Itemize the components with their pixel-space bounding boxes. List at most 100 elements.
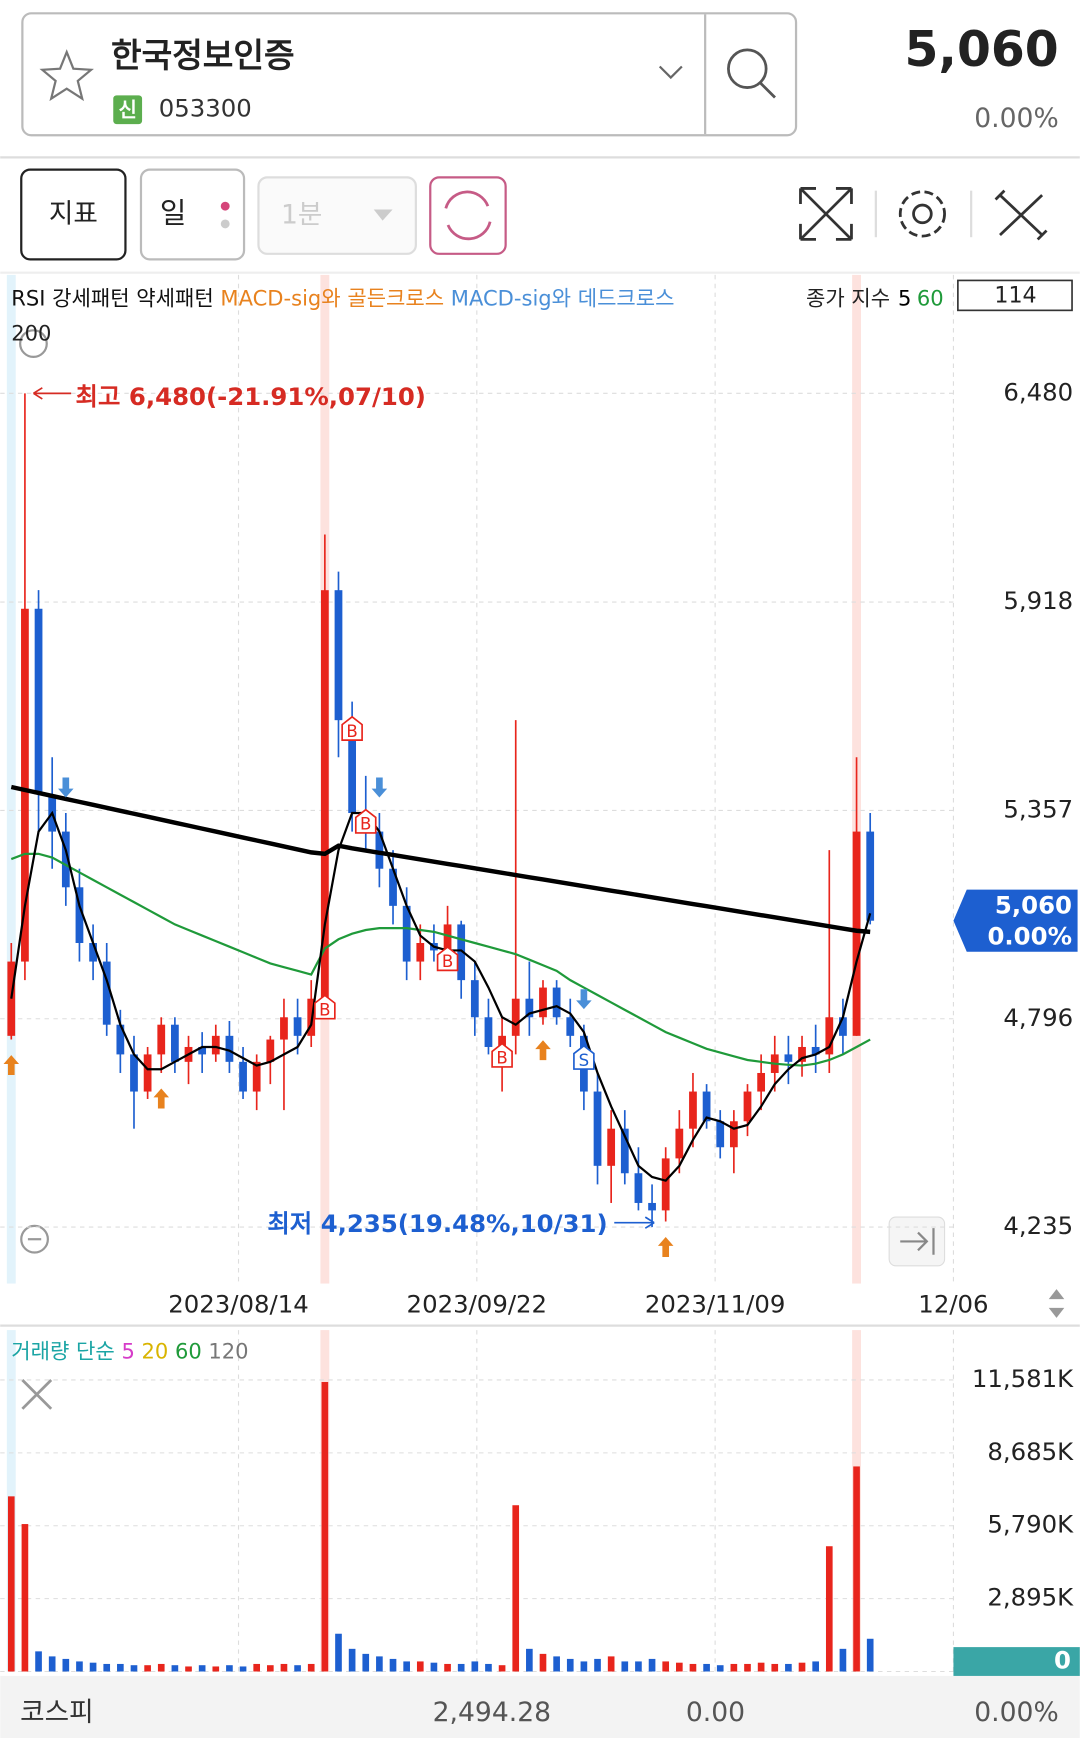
buy-arrow bbox=[535, 1040, 551, 1061]
period-dot bbox=[220, 201, 230, 211]
dropdown-chevron[interactable] bbox=[658, 65, 683, 80]
volume-bar bbox=[430, 1662, 438, 1672]
buy-arrow bbox=[3, 1055, 20, 1076]
volume-bar bbox=[157, 1663, 165, 1672]
signal-label: B bbox=[319, 1000, 330, 1019]
y-tick-label: 6,480 bbox=[1003, 377, 1073, 406]
candle-body bbox=[457, 924, 466, 981]
candle-body bbox=[716, 1121, 725, 1148]
index-change: 0.00 bbox=[686, 1697, 745, 1728]
volume-bar bbox=[226, 1665, 233, 1672]
buy-arrow bbox=[153, 1088, 170, 1109]
candle-body bbox=[484, 1017, 493, 1047]
volume-bar bbox=[635, 1661, 642, 1672]
candle-body bbox=[552, 987, 561, 1018]
volume-bar bbox=[144, 1665, 151, 1672]
candle-body bbox=[116, 1024, 125, 1055]
volume-bar bbox=[444, 1663, 451, 1672]
stock-code: 053300 bbox=[159, 94, 252, 123]
high-annotation: 최고 6,480(-21.91%,07/10) bbox=[76, 382, 426, 411]
search-icon[interactable] bbox=[727, 48, 768, 89]
low-annotation: 최저 4,235(19.48%,10/31) bbox=[267, 1209, 607, 1238]
volume-bar bbox=[457, 1663, 465, 1672]
search-box[interactable] bbox=[21, 12, 798, 137]
signal-marker bbox=[436, 946, 459, 972]
volume-title: 거래량 단순 bbox=[11, 1338, 115, 1363]
candle-body bbox=[402, 905, 411, 962]
candle-body bbox=[866, 831, 875, 921]
signal-label: B bbox=[346, 722, 357, 741]
volume-bar bbox=[62, 1658, 70, 1672]
volume-bar bbox=[676, 1662, 683, 1672]
period-button[interactable] bbox=[139, 168, 246, 261]
fullscreen-icon[interactable] bbox=[799, 187, 853, 241]
refresh-button[interactable] bbox=[429, 176, 507, 255]
volume-bar bbox=[294, 1665, 301, 1672]
candle-body bbox=[320, 590, 329, 999]
tools-icon[interactable] bbox=[994, 189, 1048, 241]
ma-line bbox=[10, 810, 872, 1182]
settings-icon[interactable] bbox=[898, 190, 946, 238]
candle-body bbox=[702, 1091, 711, 1122]
y-tick-label: 5,790K bbox=[987, 1510, 1074, 1539]
close-label: 종가 지수 bbox=[806, 285, 890, 310]
volume-bar bbox=[198, 1665, 206, 1672]
volume-bar bbox=[771, 1663, 779, 1672]
signal-marker bbox=[314, 994, 336, 1020]
candle-body bbox=[375, 831, 384, 869]
volume-bar bbox=[498, 1665, 506, 1672]
sell-arrow bbox=[58, 777, 74, 798]
legend-ma: 60 bbox=[917, 285, 944, 310]
volume-bar bbox=[35, 1651, 42, 1672]
volume-bar bbox=[130, 1665, 138, 1672]
candle-body bbox=[416, 942, 425, 962]
period-dot bbox=[220, 219, 230, 229]
close-volume-icon[interactable] bbox=[21, 1379, 53, 1410]
candle-body bbox=[21, 608, 29, 962]
legend-item: MACD-sig와 골든크로스 bbox=[220, 285, 444, 310]
candle-body bbox=[34, 608, 43, 795]
high-arrow bbox=[33, 387, 72, 400]
signal-marker bbox=[354, 808, 377, 834]
signal-label: S bbox=[579, 1051, 590, 1070]
interval-button[interactable] bbox=[257, 176, 417, 255]
volume-bar bbox=[526, 1648, 533, 1672]
candle-body bbox=[61, 831, 70, 888]
zoom-in-icon[interactable] bbox=[19, 329, 48, 359]
volume-bar bbox=[785, 1663, 792, 1672]
badge-bg bbox=[113, 95, 143, 125]
axis-scale-icon[interactable] bbox=[1048, 1289, 1065, 1318]
volume-bar bbox=[89, 1662, 97, 1672]
ma-label: 200 bbox=[11, 321, 51, 346]
volume-bar bbox=[512, 1505, 520, 1672]
zoom-out-icon[interactable] bbox=[20, 1224, 49, 1254]
candle-body bbox=[89, 942, 97, 962]
candle-body bbox=[798, 1046, 806, 1062]
highlight-band bbox=[6, 274, 16, 1284]
candle-body bbox=[661, 1158, 670, 1211]
signal-marker bbox=[341, 715, 363, 741]
volume-bar bbox=[103, 1663, 111, 1672]
indicator-button[interactable] bbox=[20, 168, 127, 261]
volume-bar bbox=[703, 1663, 710, 1672]
legend-item: MACD-sig와 데드크로스 bbox=[451, 285, 675, 310]
volume-bar bbox=[117, 1663, 124, 1672]
legend-ma: 5 bbox=[898, 285, 911, 310]
interval-label: 1분 bbox=[281, 200, 322, 231]
candle-body bbox=[348, 720, 357, 814]
price-tag-value: 5,060 bbox=[995, 890, 1072, 919]
candle-body bbox=[171, 1024, 179, 1062]
price-tag-change: 0.00% bbox=[987, 921, 1072, 950]
volume-ma-label: 60 bbox=[175, 1338, 202, 1363]
refresh-icon bbox=[444, 190, 492, 241]
search-icon-handle bbox=[759, 82, 776, 99]
candle-body bbox=[593, 1091, 602, 1166]
volume-bar bbox=[594, 1658, 601, 1672]
favorite-star[interactable] bbox=[39, 49, 94, 102]
volume-bar bbox=[21, 1524, 29, 1672]
signal-label: B bbox=[442, 952, 453, 971]
candle-body bbox=[252, 1061, 261, 1092]
scroll-end-icon bbox=[900, 1228, 935, 1255]
